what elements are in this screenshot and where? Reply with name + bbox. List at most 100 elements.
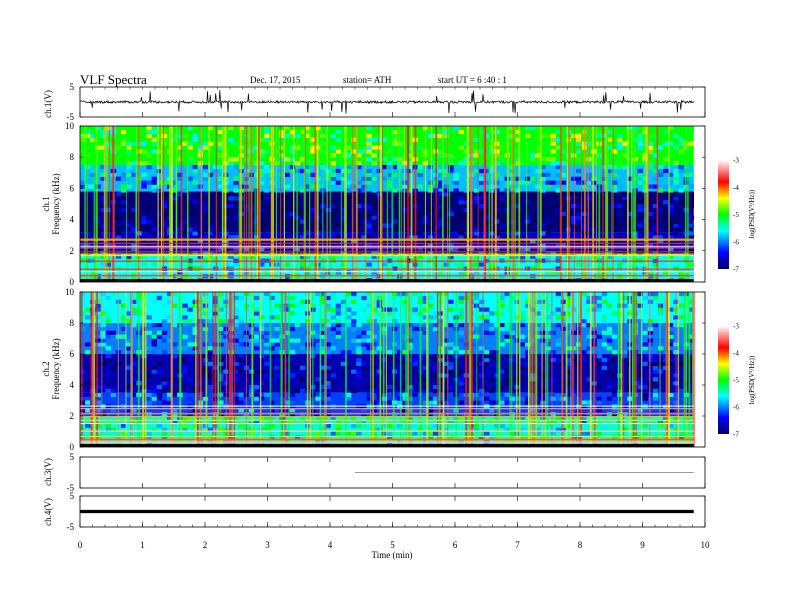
sferic-streak — [693, 292, 696, 447]
spectrogram-cell — [581, 350, 587, 355]
spectrogram-cell — [151, 223, 158, 228]
spectrogram-cell — [581, 223, 587, 228]
spectrogram-cell — [259, 246, 265, 252]
spectrogram-cell — [448, 408, 454, 413]
spectrogram-cell — [253, 250, 260, 255]
spectrogram-cell — [540, 408, 546, 413]
spectrogram-cell — [642, 330, 649, 335]
sferic-streak — [306, 292, 309, 447]
spectrogram-cell — [402, 385, 408, 390]
spectrogram-cell — [376, 254, 383, 259]
spectrogram-cell — [402, 361, 408, 366]
spectrogram-cell — [305, 243, 311, 248]
spectrogram-cell — [458, 299, 464, 304]
spectrogram-cell — [325, 323, 331, 328]
spectrogram-cell — [187, 419, 193, 425]
spectrogram-cell — [90, 227, 96, 232]
spectrogram-cell — [637, 172, 643, 177]
spectrogram-cell — [494, 192, 500, 197]
spectrogram-cell — [637, 200, 643, 205]
spectrogram-cell — [637, 381, 643, 386]
spectrogram-cell — [550, 192, 556, 197]
spectrogram-cell — [361, 180, 367, 185]
spectrogram-cell — [560, 427, 567, 432]
spectrogram-cell — [289, 165, 296, 170]
spectrogram-cell — [345, 126, 352, 131]
spectrogram-cell — [120, 204, 127, 209]
spectrogram-cell — [601, 330, 608, 335]
spectrogram-cell — [565, 423, 572, 428]
spectrogram-cell — [259, 168, 265, 174]
spectrogram-cell — [371, 204, 377, 209]
spectrogram-cell — [366, 292, 372, 297]
spectrogram-cell — [320, 330, 326, 335]
spectrogram-cell — [386, 423, 393, 428]
sferic-streak — [532, 292, 534, 447]
spectrogram-cell — [509, 377, 516, 382]
spectrogram-cell — [376, 176, 383, 181]
figure-title: VLF Spectra — [80, 72, 147, 87]
spectrogram-cell — [264, 361, 270, 366]
spectrogram-cell — [366, 176, 372, 181]
spectrogram-cell — [402, 419, 408, 425]
spectrogram-cell — [238, 369, 244, 374]
spectrogram-cell — [427, 227, 434, 232]
spectrogram-cell — [601, 270, 608, 275]
spectrogram-cell — [427, 270, 434, 275]
spectrogram-cell — [540, 373, 546, 378]
sferic-streak — [212, 292, 214, 447]
spectrogram-cell — [351, 319, 357, 324]
spectrogram-cell — [161, 266, 168, 271]
spectrogram-cell — [668, 262, 674, 267]
sferic-streak — [386, 126, 389, 282]
spectrogram-cell — [259, 133, 265, 138]
spectrogram-cell — [161, 207, 168, 213]
spectrogram-cell — [581, 129, 587, 135]
spectrogram-cell — [156, 361, 163, 366]
x-tick-label: 10 — [701, 540, 711, 550]
spectrogram-cell — [555, 315, 562, 320]
spectrogram-cell — [448, 365, 454, 370]
spectrogram-cell — [340, 250, 347, 255]
spectrogram-cell — [151, 270, 158, 275]
spectrogram-cell — [443, 315, 449, 320]
spectrogram-cell — [386, 223, 393, 228]
spectrogram-cell — [637, 292, 643, 297]
spectrogram-cell — [555, 180, 562, 185]
spectrogram-cell — [233, 357, 239, 363]
spectrogram-cell — [131, 416, 137, 421]
spectrogram-cell — [627, 126, 633, 131]
sferic-streak — [498, 292, 500, 447]
spectral-line — [80, 245, 694, 247]
sferic-streak — [551, 292, 553, 447]
spectrogram-cell — [299, 435, 306, 440]
spectrogram-cell — [90, 192, 96, 197]
spectrogram-cell — [126, 149, 132, 154]
spectrogram-cell — [407, 342, 413, 347]
spectrogram-cell — [478, 338, 485, 343]
spectrogram-cell — [284, 126, 290, 131]
spectrogram-cell — [218, 207, 224, 213]
spectrogram-cell — [499, 223, 505, 228]
spectrogram-cell — [438, 227, 444, 232]
spectrogram-cell — [371, 250, 377, 255]
spectrogram-cell — [131, 196, 137, 201]
spectrogram-cell — [463, 188, 470, 193]
spectrogram-cell — [361, 342, 367, 347]
spectrogram-cell — [177, 211, 183, 216]
spectrogram-cell — [647, 235, 654, 240]
sferic-streak — [570, 292, 572, 447]
spectrogram-cell — [289, 157, 296, 162]
spectrogram-cell — [463, 270, 470, 275]
spectrogram-cell — [310, 207, 316, 213]
spectrogram-cell — [320, 299, 326, 304]
spectrogram-cell — [259, 262, 265, 267]
spectrogram-cell — [345, 431, 352, 436]
spectrogram-cell — [458, 315, 464, 320]
sferic-streak — [370, 292, 372, 447]
spectrogram-cell — [85, 381, 91, 386]
spectrogram-cell — [478, 153, 485, 158]
spectrogram-cell — [151, 180, 158, 185]
sferic-streak — [238, 126, 240, 282]
spectrogram-cell — [657, 350, 664, 355]
